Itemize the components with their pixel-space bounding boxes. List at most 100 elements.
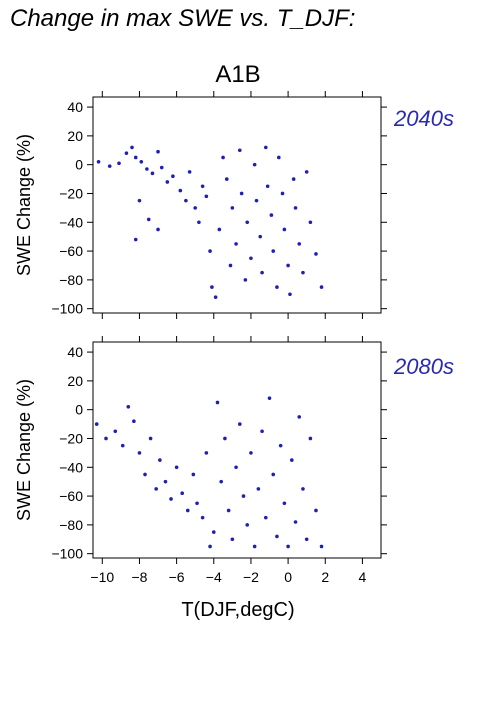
x-tick-label: 0 — [284, 569, 292, 585]
y-axis-label: SWE Change (%) — [14, 379, 34, 521]
y-axis-label: SWE Change (%) — [14, 134, 34, 276]
scatter-point — [211, 530, 216, 534]
scatter-point — [137, 451, 142, 455]
scatter-point — [252, 162, 257, 167]
scatter-point — [143, 472, 147, 477]
scatter-point — [234, 465, 238, 470]
scatter-point — [286, 544, 290, 549]
y-tick-label: −80 — [59, 517, 83, 533]
scatter-point — [267, 396, 272, 400]
scatter-point — [126, 405, 131, 409]
scatter-point — [301, 270, 305, 275]
period-label: 2040s — [393, 106, 454, 131]
scatter-point — [258, 234, 263, 239]
scatter-point — [301, 487, 305, 491]
scatter-point — [187, 170, 192, 174]
x-axis-label: T(DJF,degC) — [181, 599, 294, 621]
scatter-point — [243, 278, 248, 282]
scatter-point — [237, 422, 242, 426]
scatter-point — [154, 487, 158, 491]
scatter-point — [304, 170, 309, 174]
scatter-point — [241, 494, 246, 498]
scatter-point — [293, 206, 298, 210]
scatter-point — [280, 191, 285, 196]
scatter-point — [215, 400, 220, 405]
scatter-point — [156, 149, 160, 154]
scatter-point — [219, 479, 224, 484]
scatter-point — [228, 263, 233, 268]
y-tick-label: −20 — [59, 185, 83, 201]
y-tick-label: 40 — [67, 99, 83, 115]
scatter-point — [200, 515, 205, 520]
scatter-point — [264, 145, 268, 150]
y-tick-label: 0 — [75, 402, 83, 418]
scatter-point — [208, 544, 212, 549]
scatter-point — [230, 206, 235, 210]
scatter-point — [195, 501, 199, 506]
x-tick-label: −8 — [131, 569, 147, 585]
y-tick-label: −20 — [59, 430, 83, 446]
y-tick-label: 40 — [67, 344, 83, 360]
scatter-point — [249, 451, 253, 455]
scatter-point — [217, 227, 222, 232]
scatter-point — [213, 295, 218, 299]
scatter-point — [184, 198, 188, 203]
scatter-point — [113, 429, 118, 434]
scatter-point — [139, 160, 144, 164]
y-tick-label: 0 — [75, 157, 83, 173]
y-tick-label: −40 — [59, 459, 83, 475]
scatter-point — [282, 227, 287, 232]
y-tick-label: −100 — [51, 301, 83, 317]
y-tick-label: −80 — [59, 272, 83, 288]
y-tick-label: −40 — [59, 214, 83, 230]
scatter-point — [146, 217, 151, 222]
scatter-point — [94, 422, 99, 426]
x-tick-label: −6 — [169, 569, 185, 585]
x-tick-label: 2 — [321, 569, 329, 585]
scatter-point — [210, 285, 214, 289]
figure-title: Change in max SWE vs. T_DJF: — [10, 5, 355, 32]
scatter-point — [226, 508, 231, 513]
scatter-point — [185, 508, 190, 513]
scatter-point — [254, 198, 259, 203]
scatter-point — [252, 544, 257, 549]
scatter-point — [271, 249, 276, 253]
scatter-point — [224, 177, 229, 181]
scatter-point — [150, 171, 155, 176]
plot-frame — [92, 341, 382, 559]
scatter-point — [297, 415, 302, 419]
scenario-label: A1B — [215, 61, 260, 88]
scatter-point — [293, 520, 298, 524]
scatter-point — [178, 188, 183, 193]
scatter-point — [288, 292, 292, 297]
scatter-point — [264, 515, 268, 520]
y-tick-label: 20 — [67, 128, 83, 144]
scatter-point — [117, 161, 121, 166]
scatter-point — [104, 436, 108, 441]
scatter-point — [230, 537, 235, 542]
scatter-point — [124, 151, 129, 155]
scatter-point — [265, 184, 270, 189]
period-label: 2080s — [393, 354, 454, 379]
scatter-point — [120, 443, 125, 448]
scatter-point — [204, 194, 209, 199]
panel-2040s: −100 −80 −60 −40 −20 0 20 40 SWE Change (%) 2040s — [14, 91, 454, 319]
scatter-point — [158, 458, 162, 462]
scatter-point — [319, 285, 324, 289]
scatter-point — [290, 458, 294, 462]
scatter-point — [291, 177, 296, 181]
scatter-point — [237, 148, 242, 153]
scatter-point — [132, 419, 136, 424]
scatter-point — [314, 508, 318, 513]
scatter-point — [133, 237, 138, 242]
x-tick-label: −4 — [206, 569, 222, 585]
scatter-point — [234, 242, 238, 246]
scatter-point — [180, 491, 184, 496]
scatter-point — [130, 145, 134, 150]
scatter-point — [286, 263, 290, 268]
scatter-point — [204, 451, 209, 455]
scatter-point — [200, 184, 205, 189]
scatter-point — [304, 537, 309, 542]
